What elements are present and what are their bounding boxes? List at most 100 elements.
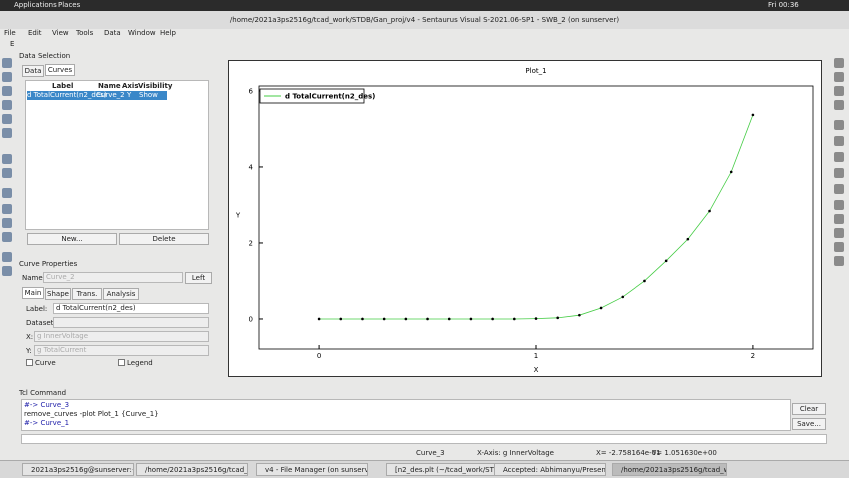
dataset-field[interactable] [53,317,209,328]
y-axis-label: Y [235,212,241,220]
tool-icon[interactable] [2,58,12,68]
tab[interactable]: Shape [45,288,71,300]
tool-icon[interactable] [834,100,844,110]
menu-places[interactable]: Places [58,1,81,9]
tool-icon[interactable] [2,188,12,198]
data-point [382,317,386,321]
tool-icon[interactable] [834,184,844,194]
tcl-input[interactable] [21,434,827,444]
clock[interactable]: Fri 00:36 [768,1,799,9]
tab[interactable]: Trans. [72,288,102,300]
x-tick-label: 2 [751,352,755,360]
tool-icon[interactable] [2,204,12,214]
tool-icon[interactable] [834,72,844,82]
toolbar-label: E [10,40,15,48]
cell: Show [139,91,158,99]
checkbox[interactable]: Legend [127,359,153,367]
tab[interactable]: Data [22,65,44,77]
tool-icon[interactable] [2,218,12,228]
task-button[interactable]: 2021a3ps2516g@sunserver:~/tcad... [22,463,134,476]
tab[interactable]: Analysis [103,288,139,300]
tool-icon[interactable] [2,86,12,96]
task-button[interactable]: /home/2021a3ps2516g/tcad_work... [612,463,727,476]
tool-icon[interactable] [2,128,12,138]
table-row[interactable]: d TotalCurrent(n2_des) Curve_2 Y Show [27,91,167,100]
taskbar: 2021a3ps2516g@sunserver:~/tcad.../home/2… [0,460,849,478]
top-bar: Applications Places Fri 00:36 [0,0,849,11]
cell: Curve_2 [96,91,125,99]
tool-icon[interactable] [2,72,12,82]
tool-icon[interactable] [2,168,12,178]
side-select[interactable]: Left [185,272,212,284]
tool-icon[interactable] [834,200,844,210]
data-point [556,316,559,320]
chart-title: Plot_1 [525,67,546,75]
tool-icon[interactable] [2,252,12,262]
tool-icon[interactable] [2,114,12,124]
tool-icon[interactable] [834,168,844,178]
data-point [599,306,603,310]
check-box[interactable] [26,359,33,366]
data-point [513,317,516,321]
tool-icon[interactable] [2,154,12,164]
menu-item[interactable]: Help [160,29,176,37]
tool-icon[interactable] [2,100,12,110]
tool-icon[interactable] [834,152,844,162]
menu-item[interactable]: Window [128,29,156,37]
x-field[interactable]: g InnerVoltage [34,331,209,342]
data-point [447,317,451,321]
task-button[interactable]: /home/2021a3ps2516g/tcad_work... [136,463,248,476]
curve-properties-panel: Curve Properties Name: Curve_2 Left Main… [17,258,215,376]
panel-title: Curve Properties [19,260,78,268]
menu-item[interactable]: Edit [28,29,42,37]
y-tick-label: 0 [249,315,253,323]
status-bar: Curve_3 X-Axis: g InnerVoltage X= -2.758… [0,448,849,458]
check-box[interactable] [118,359,125,366]
delete-button[interactable]: Delete [119,233,209,245]
tool-icon[interactable] [2,266,12,276]
tab[interactable]: Curves [45,64,75,76]
label-field[interactable]: d TotalCurrent(n2_des) [53,303,209,314]
data-point [534,317,538,320]
data-point [621,295,625,299]
tool-icon[interactable] [834,242,844,252]
tool-icon[interactable] [834,214,844,224]
column-header: Visibility [138,82,173,90]
checkbox[interactable]: Curve [35,359,56,367]
y-field[interactable]: g TotalCurrent [34,345,209,356]
tool-icon[interactable] [834,256,844,266]
x-axis-label: X [534,366,539,374]
menu-applications[interactable]: Applications [14,1,57,9]
column-header: Name [98,82,121,90]
menu-item[interactable]: Tools [76,29,94,37]
menu-item[interactable]: File [4,29,16,37]
status-text: Curve_3 [416,449,445,457]
name-field[interactable]: Curve_2 [43,272,183,283]
save-button[interactable]: Save... [792,418,826,430]
tool-icon[interactable] [834,120,844,130]
panel-title: Tcl Command [19,389,67,397]
plot-area [258,85,814,350]
tool-icon[interactable] [834,58,844,68]
new-button[interactable]: New... [27,233,117,245]
status-text: Y= 1.051630e+00 [652,449,717,457]
tool-icon[interactable] [834,86,844,96]
menu-item[interactable]: View [52,29,69,37]
tool-icon[interactable] [2,232,12,242]
chart: Plot_1 X Y 0 1 2 0 2 4 6 d TotalCurrent(n2_des) [235,67,814,374]
y-tick-label: 2 [249,239,253,247]
menu-item[interactable]: Data [104,29,121,37]
tab[interactable]: Main [22,287,44,299]
legend-label: d TotalCurrent(n2_des) [285,93,375,101]
task-button[interactable]: [n2_des.plt (~/tcad_work/STDB/Gan...] [386,463,498,476]
data-selection-panel: Data Selection Data Curves Label Name Ax… [17,50,215,248]
task-button[interactable]: Accepted: Abhimanyu/Presentation ... [494,463,606,476]
tool-icon[interactable] [834,228,844,238]
tool-icon[interactable] [834,136,844,146]
data-point [708,209,711,213]
cell: Y [127,91,132,99]
task-button[interactable]: v4 - File Manager (on sunserver) [256,463,368,476]
data-point [339,317,343,321]
clear-button[interactable]: Clear [792,403,826,415]
